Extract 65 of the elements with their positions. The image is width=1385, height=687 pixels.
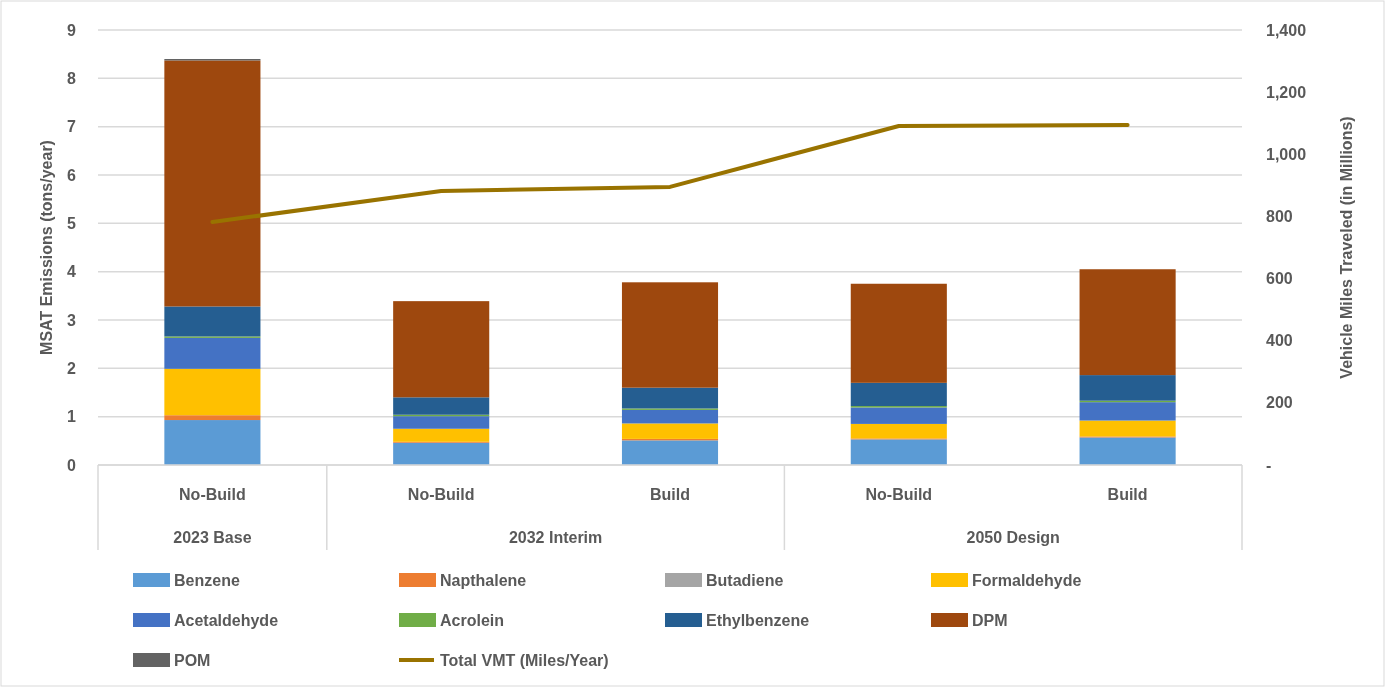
y-tick-label: 4	[67, 263, 77, 281]
x-tick-label: Build	[650, 485, 690, 503]
bar	[1079, 437, 1176, 465]
bar	[850, 439, 947, 465]
y2-tick-label: 400	[1266, 332, 1293, 350]
x-tick-label: No-Build	[865, 485, 933, 503]
x-tick-label: No-Build	[179, 485, 246, 503]
bar	[393, 397, 490, 415]
y-tick-label: 8	[67, 69, 77, 87]
legend-label: Ethylbenzene	[706, 611, 810, 629]
legend-label: Formaldehyde	[972, 571, 1082, 589]
y2-tick-label: 1,200	[1266, 83, 1307, 101]
x-tick-label: Build	[1107, 485, 1148, 503]
bar	[164, 415, 261, 421]
legend-label: Butadiene	[706, 571, 784, 589]
bar	[621, 282, 719, 388]
legend-label: POM	[174, 651, 211, 669]
bar	[393, 301, 490, 398]
bar	[1079, 420, 1176, 437]
y-tick-label: 5	[67, 214, 77, 232]
bar	[164, 337, 261, 369]
text: 2032 Interim	[508, 528, 603, 546]
legend-label: Benzene	[174, 571, 240, 589]
y2-tick-label: 800	[1266, 208, 1293, 226]
y-tick-label: 3	[67, 311, 77, 329]
bar	[164, 420, 261, 465]
bar	[1079, 375, 1176, 401]
bar	[393, 416, 490, 429]
y-tick-label: 9	[67, 21, 77, 39]
bar	[1079, 402, 1176, 421]
line-series	[210, 123, 1130, 225]
y-axis-title: MSAT Emissions (tons/year)	[38, 140, 55, 355]
bar	[850, 423, 947, 439]
legend-label: DPM	[972, 611, 1008, 629]
y-tick-label: 0	[67, 456, 77, 474]
y2-tick-label: 1,000	[1266, 145, 1307, 163]
y-tick-label: 6	[67, 166, 77, 184]
legend-label: Acetaldehyde	[174, 611, 279, 629]
bar	[621, 387, 719, 409]
y-tick-label: 7	[67, 118, 77, 136]
y2-tick-label: -	[1266, 456, 1272, 474]
bar	[393, 442, 490, 465]
y2-tick-label: 200	[1266, 394, 1293, 412]
text: 2023 Base	[173, 528, 252, 546]
legend-label: Napthalene	[440, 571, 527, 589]
bar	[1079, 269, 1176, 376]
legend-label: Total VMT (Miles/Year)	[440, 651, 609, 669]
bar	[850, 382, 947, 407]
bar	[850, 407, 947, 424]
y-tick-label: 2	[67, 359, 77, 377]
y2-tick-label: 600	[1266, 270, 1293, 288]
legend-label: Acrolein	[440, 611, 505, 629]
bar	[621, 440, 719, 465]
bar	[850, 283, 947, 383]
bar	[164, 60, 261, 307]
y2-axis-title: Vehicle Miles Traveled (in Millions)	[1338, 116, 1355, 379]
bar	[621, 423, 719, 439]
bar	[164, 368, 261, 416]
bar	[621, 409, 719, 424]
bar	[393, 428, 490, 442]
y2-tick-label: 1,400	[1266, 21, 1307, 39]
text: 2050 Design	[966, 528, 1060, 546]
bar	[164, 306, 261, 337]
x-tick-label: No-Build	[407, 485, 475, 503]
y-tick-label: 1	[67, 408, 77, 426]
